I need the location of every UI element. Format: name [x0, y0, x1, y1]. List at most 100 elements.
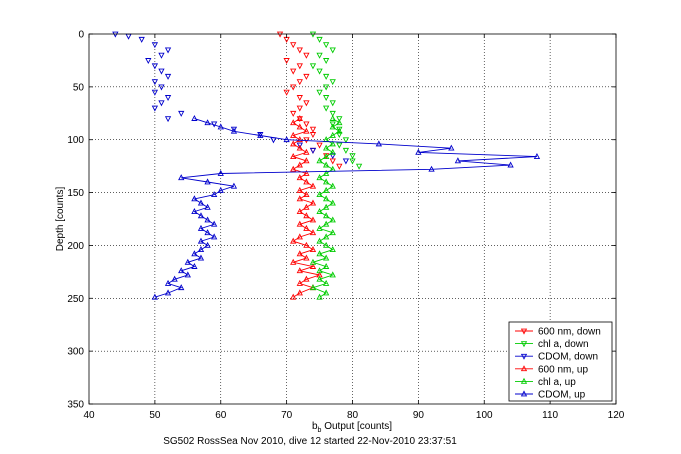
data-point	[336, 119, 343, 126]
data-point	[217, 123, 224, 130]
data-point	[323, 73, 330, 80]
data-point	[296, 174, 303, 181]
data-point	[323, 153, 330, 159]
data-point	[296, 105, 303, 112]
data-point	[257, 131, 264, 138]
data-point	[184, 258, 191, 265]
y-axis-ticks: 0 50 100 150 200 250 300 350	[67, 30, 616, 411]
y-tick-label: 50	[73, 82, 85, 93]
data-point	[520, 341, 528, 348]
data-point	[303, 73, 310, 80]
data-point	[329, 229, 336, 236]
data-point	[296, 267, 303, 274]
x-tick-label: 50	[149, 410, 161, 421]
data-point	[296, 161, 303, 168]
data-point	[303, 191, 310, 198]
data-point	[309, 147, 317, 154]
data-point	[329, 271, 336, 278]
data-point	[323, 212, 330, 219]
data-point	[178, 174, 185, 181]
data-point	[197, 246, 205, 253]
data-point	[309, 246, 317, 253]
data-point	[329, 47, 336, 54]
data-point	[164, 279, 172, 286]
data-point	[158, 100, 165, 107]
x-tick-label: 80	[347, 410, 359, 421]
data-point	[296, 136, 303, 143]
data-point	[296, 220, 303, 227]
data-point	[296, 123, 303, 130]
data-point	[296, 142, 303, 149]
x-tick-label: 70	[281, 410, 293, 421]
data-point	[329, 100, 336, 107]
data-point	[342, 158, 350, 165]
data-point	[283, 136, 290, 143]
data-point	[211, 191, 218, 198]
data-point	[296, 233, 303, 240]
data-point	[329, 182, 336, 189]
data-point	[329, 121, 336, 128]
series-600-nm-up	[290, 114, 323, 300]
data-point	[158, 52, 165, 59]
data-point	[290, 153, 297, 159]
y-tick-label: 150	[67, 188, 84, 199]
data-point	[303, 224, 310, 231]
data-point	[197, 237, 205, 244]
data-point	[342, 137, 350, 144]
data-point	[323, 95, 330, 102]
series-cdom-down	[112, 31, 350, 165]
data-point	[290, 131, 297, 138]
data-point	[520, 390, 528, 397]
data-point	[303, 157, 310, 164]
data-point	[303, 137, 310, 144]
data-point	[303, 241, 310, 248]
data-point	[316, 36, 323, 43]
data-point	[454, 157, 462, 164]
data-point	[303, 100, 310, 107]
data-point	[323, 42, 330, 49]
data-point	[184, 271, 191, 278]
data-point	[323, 195, 330, 202]
series-layer	[112, 31, 541, 300]
data-point	[520, 353, 528, 360]
legend-entry: CDOM, up	[538, 390, 586, 401]
data-point	[336, 126, 343, 133]
data-point	[428, 165, 435, 172]
data-point	[296, 144, 303, 151]
data-point	[164, 116, 172, 123]
data-point	[191, 195, 198, 202]
data-point	[448, 144, 455, 151]
data-point	[204, 216, 211, 223]
data-point	[204, 203, 211, 210]
data-point	[290, 140, 297, 147]
data-point	[230, 127, 238, 134]
grid	[89, 34, 616, 404]
data-point	[296, 79, 303, 86]
data-point	[303, 254, 310, 261]
data-point	[323, 203, 330, 210]
x-axis-label-suffix: Output [counts]	[321, 421, 392, 432]
data-point	[211, 220, 218, 227]
data-point	[197, 199, 205, 206]
x-axis-ticks: 40 50 60 70 80 90 100 110 120	[83, 34, 625, 421]
data-point	[303, 212, 310, 219]
data-point	[309, 182, 317, 189]
data-point	[329, 246, 336, 253]
data-point	[164, 47, 172, 54]
data-point	[323, 169, 330, 176]
x-tick-label: 90	[413, 410, 425, 421]
series-line	[311, 118, 341, 298]
data-point	[151, 105, 159, 112]
data-point	[316, 275, 323, 282]
data-point	[415, 148, 422, 155]
data-point	[349, 158, 356, 165]
data-point	[230, 126, 238, 133]
legend-entry: 600 nm, down	[538, 327, 601, 338]
data-point	[323, 279, 330, 286]
data-point	[171, 275, 178, 282]
data-point	[323, 144, 330, 151]
data-point	[316, 191, 323, 198]
y-axis-label: Depth [counts]	[55, 187, 66, 252]
